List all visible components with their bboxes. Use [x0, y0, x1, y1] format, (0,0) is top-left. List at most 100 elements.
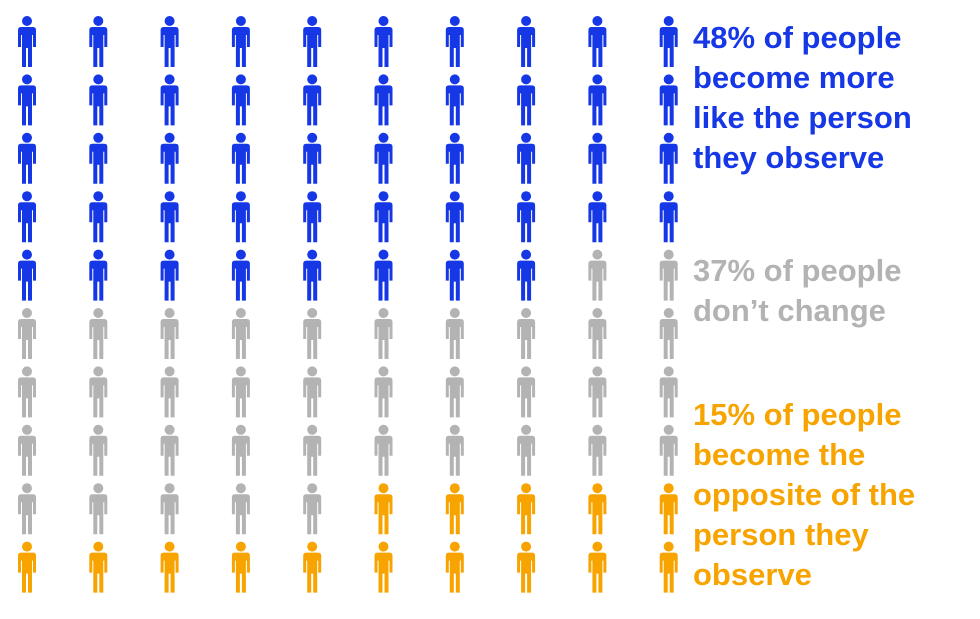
- person-icon: [445, 191, 464, 243]
- person-icon: [659, 424, 678, 476]
- person-icon: [303, 16, 322, 67]
- person-icon: [89, 249, 108, 301]
- person-icon: [445, 366, 464, 418]
- person-icon: [374, 541, 393, 593]
- person-icon: [517, 541, 536, 593]
- person-icon: [18, 483, 36, 535]
- person-icon: [445, 541, 464, 593]
- person-icon: [517, 424, 536, 476]
- person-icon: [517, 308, 536, 359]
- person-icon: [231, 541, 250, 593]
- person-icon: [303, 249, 322, 301]
- person-icon: [89, 308, 108, 359]
- person-icon: [374, 308, 393, 359]
- person-icon: [160, 16, 179, 67]
- person-icon: [160, 424, 179, 476]
- person-icon: [517, 366, 536, 418]
- person-icon: [18, 541, 36, 593]
- person-icon: [659, 74, 678, 126]
- person-icon: [588, 191, 607, 243]
- person-icon: [231, 424, 250, 476]
- person-icon: [374, 366, 393, 418]
- person-icon: [374, 132, 393, 184]
- person-icon: [231, 366, 250, 418]
- person-icon: [588, 132, 607, 184]
- person-icon: [517, 74, 536, 126]
- person-icon: [160, 74, 179, 126]
- person-icon: [374, 74, 393, 126]
- person-icon: [89, 16, 108, 67]
- person-icon: [517, 16, 536, 67]
- person-icon: [445, 249, 464, 301]
- person-icon: [89, 74, 108, 126]
- person-icon: [659, 16, 678, 67]
- person-icon: [445, 424, 464, 476]
- person-icon: [89, 132, 108, 184]
- person-icon: [160, 249, 179, 301]
- person-icon: [303, 132, 322, 184]
- person-icon: [517, 132, 536, 184]
- person-icon: [231, 308, 250, 359]
- person-icon: [160, 132, 179, 184]
- person-icon: [89, 541, 108, 593]
- person-icon: [303, 74, 322, 126]
- person-icon: [18, 74, 36, 126]
- person-icon: [588, 74, 607, 126]
- person-icon: [18, 191, 36, 243]
- person-icon: [445, 132, 464, 184]
- person-icon: [89, 366, 108, 418]
- person-icon: [659, 483, 678, 535]
- person-icon: [588, 541, 607, 593]
- person-icon: [18, 366, 36, 418]
- person-icon: [160, 191, 179, 243]
- person-icon: [445, 16, 464, 67]
- person-icon: [445, 74, 464, 126]
- person-icon: [659, 308, 678, 359]
- person-icon: [445, 483, 464, 535]
- person-icon: [231, 483, 250, 535]
- person-icon: [160, 541, 179, 593]
- person-icon: [374, 249, 393, 301]
- person-icon: [659, 366, 678, 418]
- person-icon: [231, 191, 250, 243]
- series-label: 48% of people become more like the perso…: [693, 20, 912, 175]
- series-label: 15% of people become the opposite of the…: [693, 397, 916, 592]
- person-icon: [588, 16, 607, 67]
- person-icon: [659, 541, 678, 593]
- person-icon: [160, 308, 179, 359]
- person-icon: [659, 191, 678, 243]
- person-icon: [89, 424, 108, 476]
- person-icon: [517, 483, 536, 535]
- person-icon: [18, 424, 36, 476]
- person-icon: [588, 249, 607, 301]
- person-icon: [374, 424, 393, 476]
- person-icon: [89, 483, 108, 535]
- person-icon: [588, 366, 607, 418]
- series-label: 37% of people don’t change: [693, 253, 902, 328]
- person-icon: [160, 483, 179, 535]
- person-icon: [588, 424, 607, 476]
- person-icon: [18, 249, 36, 301]
- person-icon: [659, 249, 678, 301]
- person-icon: [231, 249, 250, 301]
- person-icon: [374, 191, 393, 243]
- person-icon: [303, 483, 322, 535]
- person-icon: [18, 16, 36, 67]
- person-icon: [231, 74, 250, 126]
- person-icon: [303, 424, 322, 476]
- person-icon: [588, 308, 607, 359]
- person-icon: [517, 191, 536, 243]
- person-icon: [231, 16, 250, 67]
- person-icon: [517, 249, 536, 301]
- person-icon: [303, 308, 322, 359]
- person-icon: [89, 191, 108, 243]
- person-icon: [588, 483, 607, 535]
- person-icon: [18, 308, 36, 359]
- person-icon: [374, 16, 393, 67]
- person-icon: [445, 308, 464, 359]
- person-icon: [374, 483, 393, 535]
- person-icon: [160, 366, 179, 418]
- person-icon: [303, 191, 322, 243]
